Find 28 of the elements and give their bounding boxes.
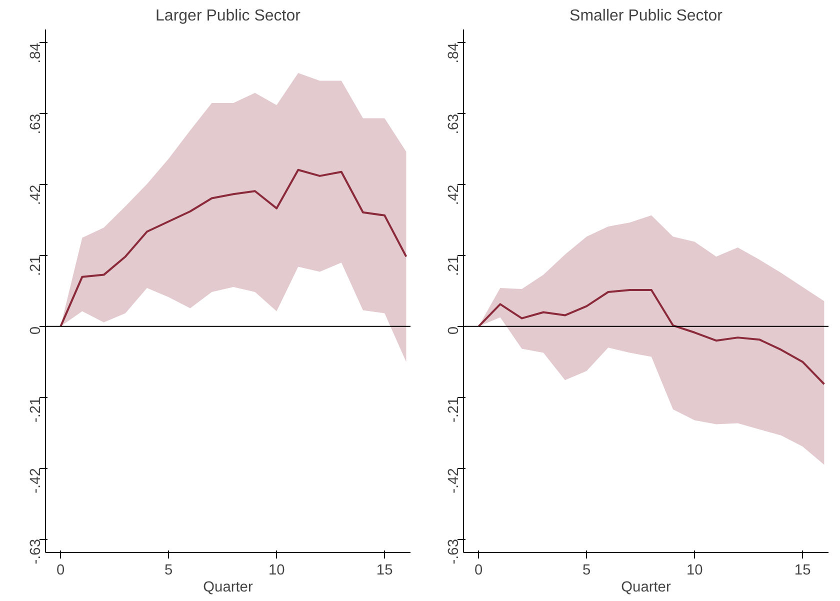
- y-tick-label: .84: [446, 42, 462, 64]
- chart-title: Smaller Public Sector: [570, 8, 724, 24]
- y-tick-label: -.42: [446, 468, 462, 494]
- y-tick-label: .21: [28, 256, 44, 276]
- y-tick-label: 0: [28, 326, 44, 335]
- y-tick-label: -.63: [28, 538, 44, 564]
- x-tick-label: 5: [582, 562, 591, 578]
- x-tick-label: 5: [164, 562, 173, 578]
- y-tick-label: .63: [446, 114, 462, 134]
- x-axis-title: Quarter: [621, 580, 671, 596]
- y-tick-label: 0: [446, 326, 462, 335]
- x-tick-label: 15: [376, 562, 393, 578]
- y-tick-label: -.21: [446, 397, 462, 423]
- y-tick-label: .63: [28, 114, 44, 134]
- y-tick-label: .42: [446, 184, 462, 206]
- y-tick-label: .84: [28, 42, 44, 64]
- x-axis-title: Quarter: [203, 580, 253, 596]
- y-tick-label: -.42: [28, 468, 44, 494]
- y-tick-label: -.63: [446, 538, 462, 564]
- y-tick-label: .42: [28, 184, 44, 206]
- x-tick-label: 10: [686, 562, 703, 578]
- x-tick-label: 15: [794, 562, 811, 578]
- x-tick-label: 10: [268, 562, 285, 578]
- y-tick-label: .21: [446, 256, 462, 276]
- y-tick-label: -.21: [28, 397, 44, 423]
- chart-title: Larger Public Sector: [156, 8, 302, 24]
- x-tick-label: 0: [56, 562, 65, 578]
- x-tick-label: 0: [474, 562, 483, 578]
